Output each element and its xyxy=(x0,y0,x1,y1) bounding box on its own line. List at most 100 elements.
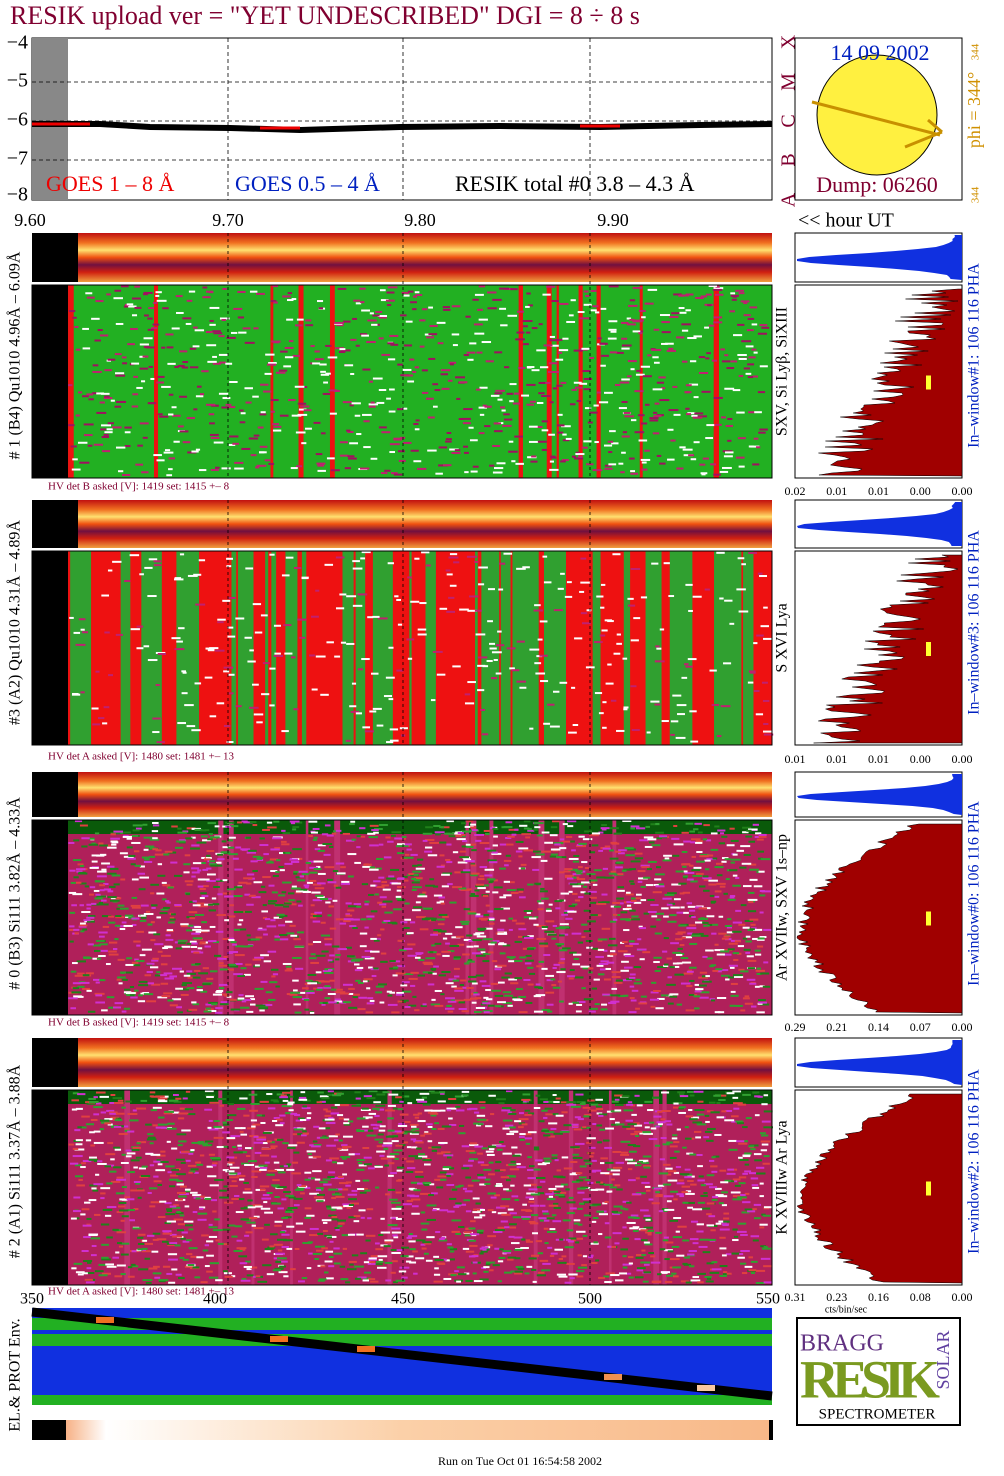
spectrogram-pixel xyxy=(407,954,417,957)
spectrogram-pixel xyxy=(368,836,378,839)
spectrogram-pixel xyxy=(326,641,334,644)
spectrogram-pixel xyxy=(593,869,602,872)
spectrogram-pixel xyxy=(305,319,312,322)
spectrogram-pixel xyxy=(536,401,544,404)
spectrogram-pixel xyxy=(358,1164,367,1167)
spectrogram-pixel xyxy=(182,671,187,674)
spectrogram-pixel xyxy=(393,1149,403,1152)
spectrogram-pixel xyxy=(241,848,247,851)
spectrogram-pixel xyxy=(447,1210,455,1213)
spectrogram-pixel xyxy=(193,951,200,954)
spectrogram-pixel xyxy=(554,1159,559,1162)
spectrogram-pixel xyxy=(281,1198,287,1201)
spectrogram-pixel xyxy=(453,957,460,960)
spectrogram-pixel xyxy=(612,901,621,904)
spectrogram-stripe xyxy=(271,551,277,745)
spectrogram-pixel xyxy=(176,1006,183,1009)
spectrogram-pixel xyxy=(625,907,632,910)
spectrogram-pixel xyxy=(341,1144,348,1147)
spectrogram-pixel xyxy=(587,1099,595,1102)
spectrogram-pixel xyxy=(666,983,676,986)
spectrogram-pixel xyxy=(373,1101,381,1104)
spectrogram-pixel xyxy=(758,999,766,1002)
spectrogram-pixel xyxy=(582,1198,592,1201)
spectrogram-pixel xyxy=(92,944,101,947)
spectrogram-pixel xyxy=(577,311,585,314)
spectrogram-pixel xyxy=(372,377,383,380)
spectrogram-pixel xyxy=(296,465,303,468)
spectrogram-pixel xyxy=(92,1189,99,1192)
spectrogram-pixel xyxy=(616,1188,623,1191)
spectrogram-pixel xyxy=(127,1209,135,1212)
spectrogram-pixel xyxy=(398,450,405,453)
spectrogram-pixel xyxy=(724,1179,732,1182)
spectrogram-pixel xyxy=(576,1001,586,1004)
spectrogram-pixel xyxy=(629,985,635,988)
spectrogram-pixel xyxy=(410,1181,420,1184)
spectrogram-pixel xyxy=(512,402,521,405)
spectrogram-pixel xyxy=(522,1101,527,1104)
spectrogram-pixel xyxy=(608,285,619,288)
spectrogram-pixel xyxy=(448,978,457,981)
spectrogram-pixel xyxy=(763,961,769,964)
spectrogram-pixel xyxy=(93,889,100,892)
spectrogram-pixel xyxy=(479,1214,486,1217)
spectrogram-pixel xyxy=(730,994,739,997)
spectrogram-pixel xyxy=(237,1144,242,1147)
spectrogram-pixel xyxy=(640,458,651,461)
spectrogram-pixel xyxy=(685,293,694,296)
spectrogram-pixel xyxy=(256,857,263,860)
spectrogram-pixel xyxy=(147,595,157,598)
spectrogram-pixel xyxy=(149,1164,155,1167)
spectrogram-pixel xyxy=(198,972,209,975)
spectrogram-pixel xyxy=(600,1157,608,1160)
spectrogram-pixel xyxy=(588,1007,598,1010)
spectrogram-pixel xyxy=(290,467,298,470)
spectrogram-pixel xyxy=(551,984,557,987)
spectrogram-pixel xyxy=(696,1223,704,1226)
spectrogram-pixel xyxy=(600,583,606,586)
spectrogram-pixel xyxy=(273,624,281,627)
spectrogram-pixel xyxy=(367,319,377,322)
spectrogram-pixel xyxy=(240,412,246,415)
spectrogram-pixel xyxy=(487,291,497,294)
spectrogram-pixel xyxy=(160,963,168,966)
spectrogram-pixel xyxy=(650,904,659,907)
spectrogram-pixel xyxy=(183,863,191,866)
spectrogram-pixel xyxy=(98,1263,107,1266)
spectrogram-pixel xyxy=(487,1173,496,1176)
spectrogram-stripe xyxy=(387,1090,392,1285)
spectrogram-pixel xyxy=(676,1254,685,1257)
spectrogram-pixel xyxy=(556,1273,567,1276)
spectrogram-pixel xyxy=(241,945,250,948)
spectrogram-pixel xyxy=(106,865,115,868)
spectrogram-pixel xyxy=(580,612,588,615)
spectrogram-pixel xyxy=(475,1202,481,1205)
spectrogram-pixel xyxy=(559,899,564,902)
spectrogram-pixel xyxy=(116,1176,124,1179)
strip-gap xyxy=(32,1038,78,1087)
spectrogram-pixel xyxy=(234,1225,243,1228)
spectrogram-pixel xyxy=(629,909,636,912)
spectrogram-pixel xyxy=(72,1210,81,1213)
spectrogram-pixel xyxy=(568,1237,577,1240)
spectrogram-pixel xyxy=(192,928,202,931)
spectrogram-pixel xyxy=(315,358,324,361)
spectrogram-pixel xyxy=(740,970,749,973)
spectrogram-pixel xyxy=(283,1275,289,1278)
spectrogram-pixel xyxy=(552,924,558,927)
spectrogram-pixel xyxy=(701,390,711,393)
spectrogram-pixel xyxy=(320,980,330,983)
spectrogram-pixel xyxy=(340,641,347,644)
legend-goes-short: GOES 0.5 – 4 Å xyxy=(235,171,380,196)
spectrogram-pixel xyxy=(284,902,292,905)
spectrogram-pixel xyxy=(208,909,216,912)
spectrogram-pixel xyxy=(494,994,504,997)
spectrogram-pixel xyxy=(568,857,579,860)
spectrogram-pixel xyxy=(686,413,691,416)
spectrogram-pixel xyxy=(201,856,208,859)
spectrogram-pixel xyxy=(538,1120,545,1123)
spectrogram-pixel xyxy=(253,327,259,330)
spectrogram-pixel xyxy=(621,337,628,340)
spectrogram-pixel xyxy=(417,858,424,861)
